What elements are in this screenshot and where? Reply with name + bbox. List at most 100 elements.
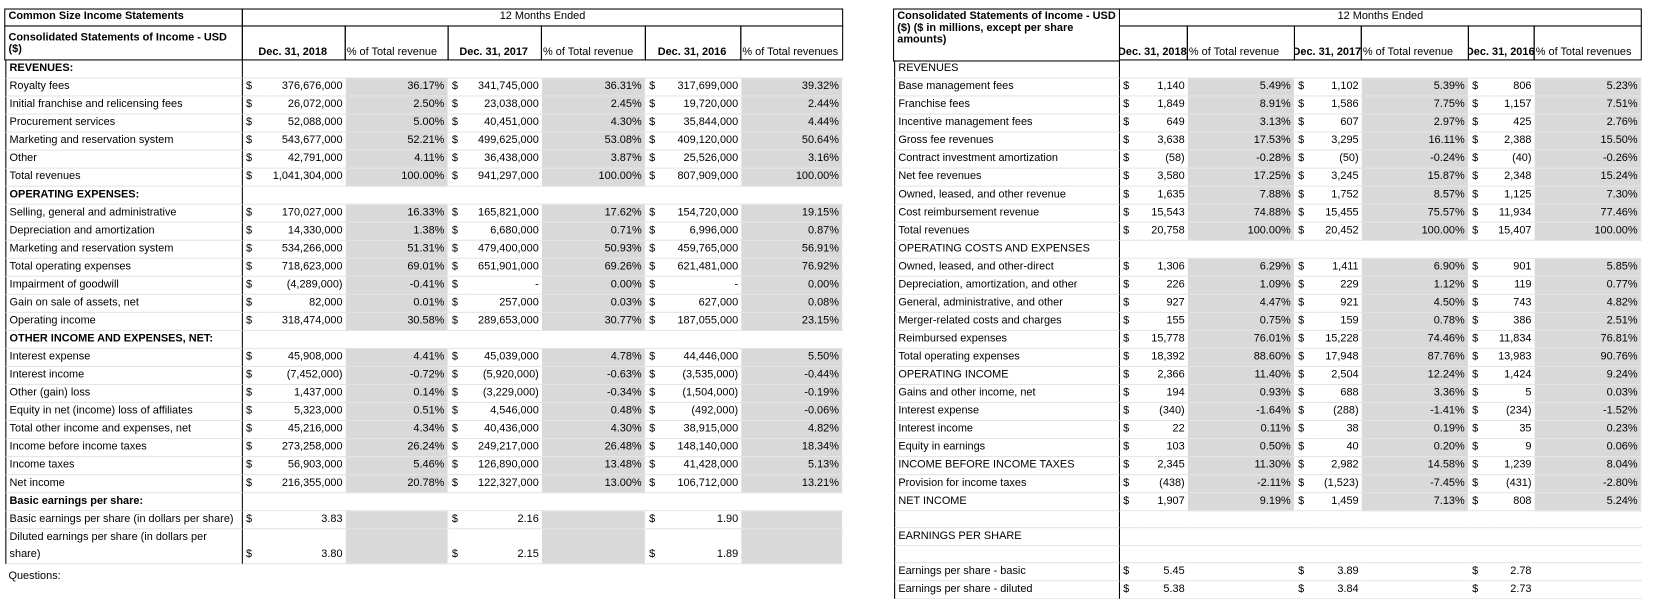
table-row: Marketing and reservation system $534,266… [5, 240, 844, 259]
currency-cell: $ [1294, 403, 1315, 422]
currency-cell: $ [645, 511, 665, 530]
currency-cell: $ [1119, 277, 1140, 295]
value-cell: 36,438,000 [467, 151, 542, 169]
currency-cell: $ [448, 403, 468, 422]
row-label: Reimbursed expenses [894, 330, 1120, 349]
currency-cell: $ [1119, 169, 1140, 187]
percent-cell: 19.15% [741, 204, 844, 223]
currency-cell: $ [645, 439, 665, 458]
currency-cell: $ [242, 529, 265, 565]
table-row: Royalty fees $376,676,000 36.17% $341,745,0… [5, 78, 844, 97]
percent-cell [1361, 563, 1469, 582]
percent-cell: 0.03% [1534, 384, 1642, 404]
value-cell: 6,680,000 [467, 223, 542, 241]
percent-cell: 17.62% [541, 204, 646, 223]
percent-cell: 30.77% [541, 312, 646, 331]
percent-cell: 5.39% [1361, 78, 1469, 97]
table-row: REVENUES [894, 60, 1642, 79]
percent-cell: 88.60% [1187, 348, 1295, 367]
percent-cell: 0.93% [1187, 384, 1295, 404]
currency-cell: $ [1119, 563, 1140, 582]
value-cell: 921 [1314, 295, 1362, 313]
currency-cell [1119, 511, 1140, 529]
row-label: Operating income [5, 312, 243, 331]
value-cell: 5,323,000 [264, 403, 346, 422]
percent-cell: 50.64% [741, 132, 844, 151]
percent-cell: 5.23% [1534, 78, 1642, 97]
value-cell [1314, 60, 1362, 79]
table-row: Merger-related costs and charges $155 0.75… [894, 312, 1642, 331]
currency-cell: $ [448, 151, 468, 169]
percent-cell: 52.21% [345, 132, 449, 151]
value-cell: 165,821,000 [467, 205, 542, 223]
value-cell [1314, 241, 1362, 259]
value-cell: 1,102 [1314, 78, 1362, 97]
value-cell: 1.90 [664, 511, 742, 530]
value-cell: 927 [1139, 295, 1188, 313]
sheet-title: Common Size Income Statements [4, 8, 243, 27]
percent-cell: 15.87% [1361, 168, 1469, 187]
currency-cell: $ [1294, 331, 1315, 349]
percent-cell: 74.88% [1187, 204, 1295, 223]
currency-cell: $ [1468, 313, 1489, 331]
value-cell: 459,765,000 [664, 241, 742, 259]
currency-cell: $ [1468, 367, 1489, 385]
table-row: Other (gain) loss $1,437,000 0.14% $ (3,229,… [5, 384, 844, 404]
currency-cell: $ [242, 259, 265, 277]
percent-cell [1187, 60, 1295, 79]
value-cell: 1,437,000 [264, 385, 346, 404]
value-cell: 40,451,000 [467, 115, 542, 133]
percent-cell: 30.58% [345, 312, 449, 331]
value-cell: 901 [1488, 259, 1535, 277]
currency-cell: $ [645, 223, 665, 241]
row-label: Cost reimbursement revenue [894, 204, 1120, 223]
value-cell: (7,452,000) [264, 367, 346, 385]
currency-cell [242, 187, 265, 205]
percent-cell: 77.46% [1534, 204, 1642, 223]
currency-cell [645, 187, 665, 205]
percent-cell [1361, 528, 1469, 547]
percent-cell: -0.72% [345, 366, 449, 385]
row-label: REVENUES [894, 60, 1120, 79]
percent-cell: 11.30% [1187, 457, 1295, 476]
value-cell [664, 331, 742, 349]
value-cell: 19,720,000 [664, 97, 742, 115]
currency-cell: $ [242, 511, 265, 530]
currency-cell: $ [1468, 421, 1489, 440]
table-row: Depreciation, amortization, and other $22… [894, 276, 1642, 295]
value-cell [1314, 546, 1362, 564]
value-cell [1139, 546, 1188, 564]
value-cell: (431) [1488, 475, 1535, 494]
percent-cell: 15.50% [1534, 132, 1642, 151]
percent-cell: 5.46% [345, 457, 449, 476]
percent-cell [1534, 563, 1642, 582]
currency-cell: $ [1119, 97, 1140, 115]
percent-cell: 4.82% [1534, 294, 1642, 313]
currency-cell: $ [1294, 97, 1315, 115]
percent-cell: 0.00% [541, 276, 646, 295]
currency-cell: $ [242, 439, 265, 458]
percent-cell: 0.11% [1187, 421, 1295, 440]
percent-cell [1187, 581, 1295, 599]
value-cell [1139, 241, 1188, 259]
currency-cell: $ [448, 349, 468, 367]
currency-cell: $ [1119, 331, 1140, 349]
value-cell: 1,424 [1488, 367, 1535, 385]
percent-cell: -0.28% [1187, 150, 1295, 169]
value-cell: 15,778 [1139, 331, 1188, 349]
currency-cell: $ [1294, 581, 1315, 599]
percent-cell [345, 60, 449, 79]
percent-cell [1187, 546, 1295, 564]
percent-cell: 7.30% [1534, 186, 1642, 205]
percent-cell: 8.91% [1187, 96, 1295, 115]
value-cell: 5 [1488, 385, 1535, 404]
value-cell: 15,228 [1314, 331, 1362, 349]
currency-cell: $ [448, 78, 468, 97]
percent-cell: 100.00% [1361, 222, 1469, 241]
currency-cell: $ [645, 385, 665, 404]
row-label: Net fee revenues [894, 168, 1120, 187]
percent-cell: 5.00% [345, 114, 449, 133]
table-row [894, 511, 1642, 529]
percent-cell: 0.51% [345, 403, 449, 422]
row-label: OTHER INCOME AND EXPENSES, NET: [5, 330, 243, 349]
